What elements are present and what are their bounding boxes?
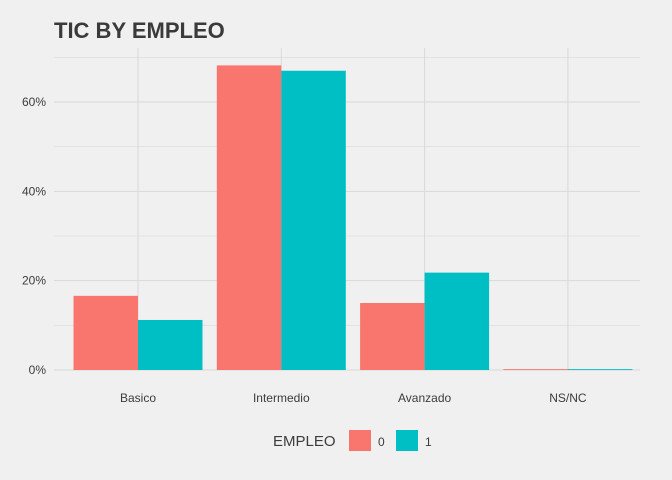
bar-basico-series-0 (73, 295, 138, 370)
legend-label-0: 0 (378, 435, 385, 449)
bars (73, 65, 633, 370)
bar-ns-nc-series-0 (503, 369, 568, 370)
bar-avanzado-series-1 (424, 272, 490, 370)
legend-key-0 (349, 430, 371, 451)
y-axis-ticks: 0% 20% 40% 60% (22, 95, 46, 377)
legend: EMPLEO 0 1 (273, 430, 432, 451)
bar-ns-nc-series-1 (567, 369, 633, 370)
legend-label-1: 1 (425, 435, 432, 449)
chart-title: TIC BY EMPLEO (54, 18, 225, 43)
x-tick-label: Basico (120, 391, 156, 405)
x-tick-label: Avanzado (398, 391, 451, 405)
y-tick-label: 0% (29, 363, 47, 377)
x-axis-ticks: Basico Intermedio Avanzado NS/NC (120, 391, 587, 405)
bar-basico-series-1 (138, 319, 203, 370)
bar-avanzado-series-0 (360, 303, 425, 370)
y-tick-label: 40% (22, 184, 46, 198)
bar-intermedio-series-0 (216, 65, 282, 370)
y-tick-label: 20% (22, 274, 46, 288)
x-tick-label: Intermedio (253, 391, 310, 405)
y-tick-label: 60% (22, 95, 46, 109)
legend-title: EMPLEO (273, 433, 336, 450)
legend-key-1 (396, 430, 418, 451)
bar-intermedio-series-1 (281, 70, 346, 370)
x-tick-label: NS/NC (549, 391, 587, 405)
